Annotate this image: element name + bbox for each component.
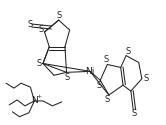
Text: S: S <box>39 26 44 35</box>
Text: S: S <box>105 96 110 104</box>
Text: S: S <box>56 11 61 20</box>
Text: N: N <box>31 96 38 106</box>
Text: Ni: Ni <box>85 67 95 76</box>
Text: S: S <box>65 73 70 82</box>
Text: S: S <box>97 81 102 90</box>
Text: S: S <box>27 20 32 28</box>
Text: +: + <box>36 94 41 98</box>
Text: S: S <box>125 47 130 56</box>
Text: S: S <box>36 59 42 68</box>
Text: S: S <box>131 109 137 118</box>
Text: S: S <box>143 74 148 83</box>
Text: S: S <box>103 55 108 64</box>
